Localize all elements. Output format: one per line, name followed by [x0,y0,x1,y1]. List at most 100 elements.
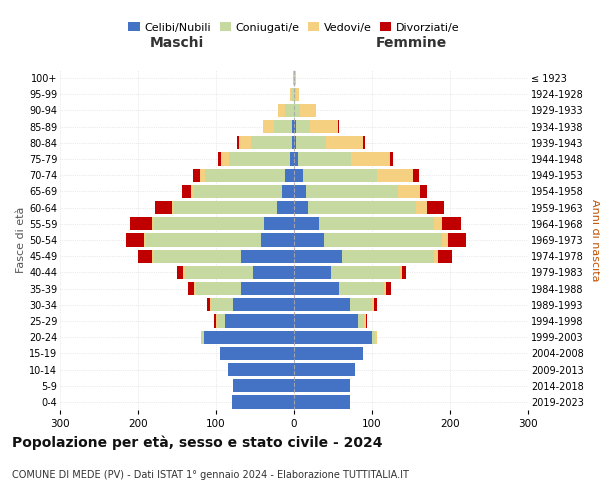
Bar [130,217,152,230]
Bar [138,250,152,263]
Bar [294,88,296,101]
Bar [300,104,316,117]
Bar [294,136,296,149]
Bar [290,88,292,101]
Bar [172,201,174,214]
Bar [294,234,323,246]
Text: Popolazione per età, sesso e stato civile - 2024: Popolazione per età, sesso e stato civil… [12,435,383,450]
Bar [216,314,218,328]
Text: Femmine: Femmine [376,36,446,50]
Bar [310,120,338,134]
Bar [442,217,461,230]
Bar [284,168,294,182]
Bar [205,168,284,182]
Bar [296,136,326,149]
Bar [188,282,194,295]
Bar [183,266,185,279]
Bar [278,104,284,117]
Bar [294,314,358,328]
Bar [358,314,364,328]
Bar [308,201,416,214]
Bar [237,136,239,149]
Bar [218,314,226,328]
Bar [185,266,253,279]
Bar [385,282,386,295]
Bar [338,120,339,134]
Bar [295,72,296,85]
Bar [263,120,274,134]
Bar [294,298,350,312]
Bar [434,250,437,263]
Bar [281,185,294,198]
Bar [233,379,294,392]
Bar [206,298,210,312]
Bar [296,88,299,101]
Bar [210,298,211,312]
Bar [204,330,294,344]
Bar [331,266,400,279]
Bar [294,266,331,279]
Bar [339,282,385,295]
Y-axis label: Anni di nascita: Anni di nascita [590,198,600,281]
Bar [251,136,292,149]
Bar [326,136,364,149]
Bar [390,152,393,166]
Bar [294,330,372,344]
Bar [364,314,366,328]
Bar [294,201,308,214]
Bar [323,234,442,246]
Bar [218,152,221,166]
Bar [294,346,362,360]
Text: Maschi: Maschi [150,36,204,50]
Bar [154,217,265,230]
Bar [306,185,398,198]
Bar [261,234,294,246]
Bar [265,217,294,230]
Bar [400,266,401,279]
Bar [214,314,216,328]
Bar [290,152,294,166]
Bar [442,234,448,246]
Bar [292,120,294,134]
Bar [294,282,339,295]
Bar [239,136,251,149]
Bar [434,217,442,230]
Bar [372,298,374,312]
Bar [241,282,294,295]
Legend: Celibi/Nubili, Coniugati/e, Vedovi/e, Divorziati/e: Celibi/Nubili, Coniugati/e, Vedovi/e, Di… [124,18,464,37]
Y-axis label: Fasce di età: Fasce di età [16,207,26,273]
Bar [350,298,372,312]
Bar [294,217,319,230]
Bar [351,152,390,166]
Bar [253,266,294,279]
Bar [241,250,294,263]
Bar [277,201,294,214]
Bar [228,363,294,376]
Bar [220,346,294,360]
Bar [437,250,452,263]
Bar [221,152,229,166]
Bar [416,201,427,214]
Bar [294,396,350,408]
Text: COMUNE DI MEDE (PV) - Dati ISTAT 1° gennaio 2024 - Elaborazione TUTTITALIA.IT: COMUNE DI MEDE (PV) - Dati ISTAT 1° genn… [12,470,409,480]
Bar [194,282,196,295]
Bar [294,120,296,134]
Bar [200,168,205,182]
Bar [293,72,294,85]
Bar [144,234,146,246]
Bar [401,266,406,279]
Bar [366,314,367,328]
Bar [294,152,298,166]
Bar [294,104,300,117]
Bar [292,136,294,149]
Bar [125,234,144,246]
Bar [304,168,377,182]
Bar [294,168,304,182]
Bar [201,330,204,344]
Bar [233,298,294,312]
Bar [274,120,292,134]
Bar [191,185,194,198]
Bar [196,282,241,295]
Bar [343,250,434,263]
Bar [386,282,391,295]
